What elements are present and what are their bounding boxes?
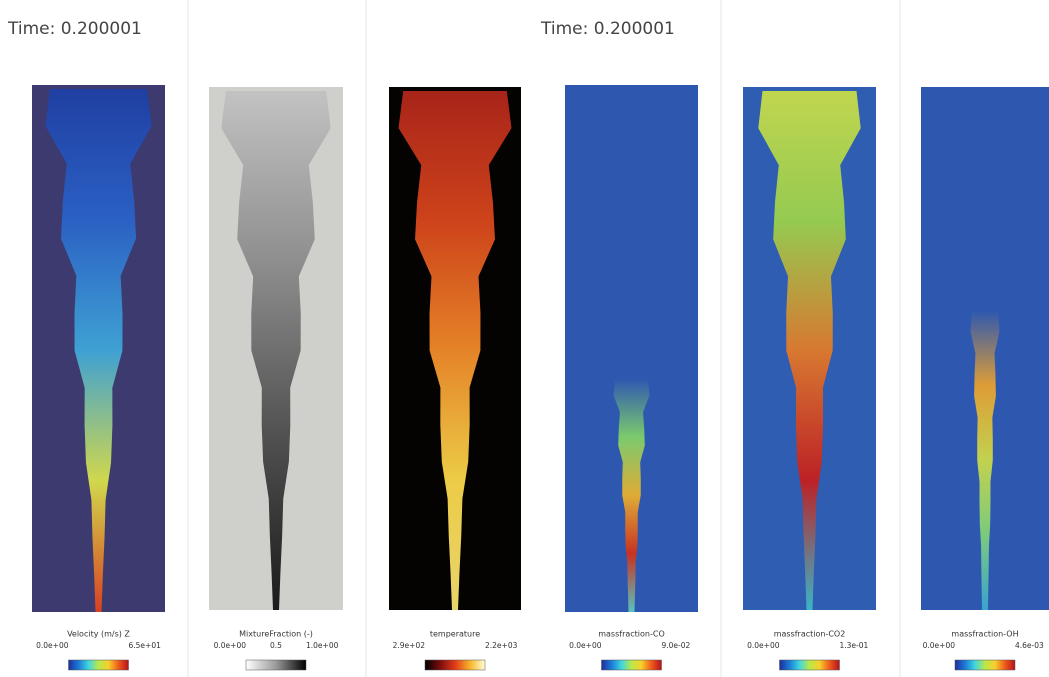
colorbar-title: massfraction-OH bbox=[951, 630, 1018, 639]
colorbar-tick-label: 0.0e+00 bbox=[214, 641, 247, 650]
colorbar bbox=[780, 660, 840, 670]
colorbar-tick-label: 4.6e-03 bbox=[1015, 641, 1044, 650]
colorbar-tick-label: 1.0e+00 bbox=[306, 641, 339, 650]
colorbar-tick-label: 6.5e+01 bbox=[129, 641, 162, 650]
colorbar-title: Velocity (m/s) Z bbox=[67, 630, 130, 639]
colorbar bbox=[602, 660, 662, 670]
colorbar-title: massfraction-CO2 bbox=[774, 630, 846, 639]
colorbar-title: massfraction-CO bbox=[598, 630, 665, 639]
colorbar-tick-label: 2.2e+03 bbox=[485, 641, 518, 650]
colorbar bbox=[69, 660, 129, 670]
time-label: Time: 0.200001 bbox=[540, 19, 675, 39]
colorbar-tick-label: 0.0e+00 bbox=[569, 641, 602, 650]
colorbar-tick-label: 0.0e+00 bbox=[923, 641, 956, 650]
colorbar-title: temperature bbox=[430, 630, 480, 639]
colorbar-tick-label: 0.0e+00 bbox=[36, 641, 69, 650]
colorbar bbox=[246, 660, 306, 670]
time-label: Time: 0.200001 bbox=[7, 19, 142, 39]
colorbar-tick-label: 0.0e+00 bbox=[747, 641, 780, 650]
viewer: Time: 0.200001 Time: 0.200001 Velocity (… bbox=[0, 0, 1049, 677]
colorbar-tick-label: 2.9e+02 bbox=[393, 641, 426, 650]
colorbar-tick-label: 0.5 bbox=[270, 641, 282, 650]
colorbar bbox=[955, 660, 1015, 670]
colorbar-title: MixtureFraction (-) bbox=[239, 630, 313, 639]
colorbar-tick-label: 9.0e-02 bbox=[662, 641, 691, 650]
colorbar-tick-label: 1.3e-01 bbox=[840, 641, 869, 650]
colorbar bbox=[425, 660, 485, 670]
